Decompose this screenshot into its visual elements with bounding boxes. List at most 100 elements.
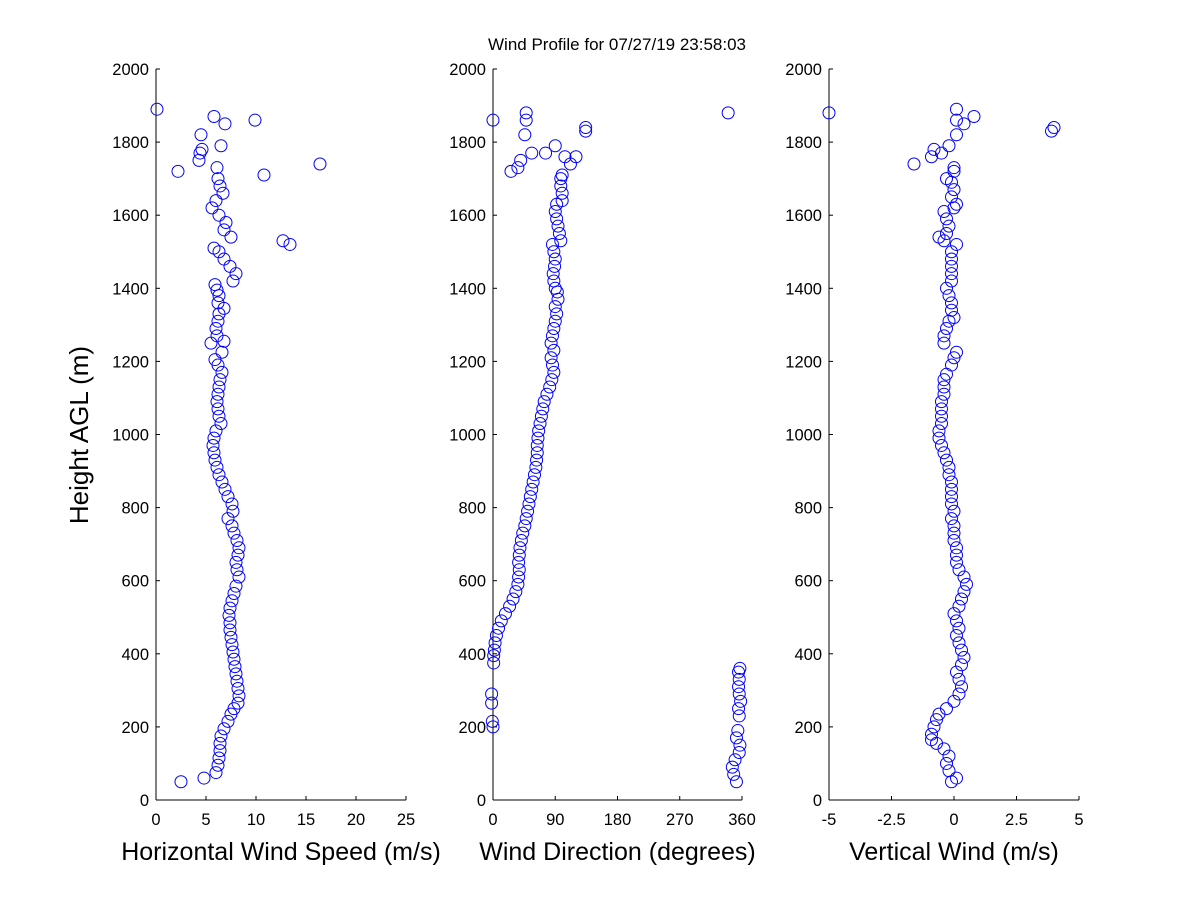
data-point (935, 438, 948, 452)
data-point (725, 760, 739, 774)
data-point (210, 283, 224, 297)
data-point (232, 689, 246, 703)
data-point (947, 311, 961, 325)
data-point (197, 771, 211, 785)
data-point (545, 358, 559, 372)
data-point (947, 164, 961, 178)
data-point (950, 113, 963, 127)
data-point (945, 267, 958, 281)
data-point (487, 643, 501, 657)
x-tick-label: 5 (201, 811, 210, 829)
data-point (955, 592, 968, 606)
data-point (222, 608, 236, 622)
y-tick-label: 0 (813, 792, 822, 810)
data-point (947, 161, 961, 175)
data-point (223, 623, 237, 637)
data-point (223, 601, 237, 615)
data-point (545, 373, 559, 387)
data-point (211, 296, 225, 310)
data-point (940, 281, 953, 295)
data-point (550, 212, 564, 226)
data-point (228, 660, 242, 674)
y-tick-label: 2000 (449, 61, 486, 79)
data-point (945, 252, 958, 266)
data-point (215, 365, 229, 379)
data-point (547, 245, 561, 259)
data-point (547, 365, 561, 379)
data-point (942, 468, 956, 482)
data-point (221, 714, 235, 728)
data-point (721, 106, 735, 120)
data-point (947, 351, 961, 365)
data-point (937, 380, 951, 394)
data-point (950, 665, 963, 679)
data-point (212, 380, 226, 394)
x-tick-label: 20 (347, 811, 365, 829)
y-tick-label: 1800 (785, 134, 822, 152)
data-point (950, 102, 963, 116)
data-point (940, 756, 953, 770)
data-point (729, 775, 743, 789)
data-point (927, 142, 941, 156)
data-point (550, 307, 564, 321)
data-point (231, 548, 245, 562)
y-tick-label: 1400 (112, 280, 149, 298)
panel-1: 0 200 400 600 800 1000 1200 1400 1600 1800 2000 0 5 1… (112, 61, 441, 866)
data-point (534, 409, 548, 423)
data-point (230, 533, 244, 547)
data-point (214, 729, 228, 743)
data-point (940, 212, 953, 226)
data-point (555, 194, 569, 208)
data-point (945, 475, 958, 489)
y-tick-label: 0 (140, 792, 149, 810)
data-point (732, 709, 746, 723)
data-point (212, 409, 226, 423)
data-point (512, 570, 526, 584)
data-point (226, 504, 240, 518)
data-point (230, 563, 244, 577)
y-tick-label: 600 (121, 573, 149, 591)
y-tick-label: 800 (121, 500, 149, 518)
data-point (207, 446, 221, 460)
data-point (208, 278, 222, 292)
y-tick-label: 600 (458, 573, 486, 591)
x-axis-label: Wind Direction (degrees) (479, 838, 756, 866)
y-tick-label: 2000 (112, 61, 149, 79)
data-point (532, 424, 546, 438)
data-point (218, 117, 232, 131)
data-point (208, 353, 222, 367)
data-point (1047, 120, 1061, 134)
data-point (488, 636, 502, 650)
data-point (540, 387, 554, 401)
data-point (547, 274, 561, 288)
data-point (194, 128, 208, 142)
data-point (967, 110, 981, 124)
x-tick-label: 0 (151, 811, 160, 829)
data-point (935, 417, 948, 431)
data-point (193, 146, 207, 160)
data-point (206, 438, 220, 452)
y-axis-label: Height AGL (m) (64, 346, 94, 524)
y-tick-label: 1600 (449, 207, 486, 225)
data-point (548, 205, 562, 219)
data-point (207, 110, 221, 124)
data-point (248, 113, 262, 127)
data-point (512, 555, 526, 569)
data-point (227, 586, 241, 600)
data-point (283, 237, 297, 251)
data-point (229, 667, 243, 681)
data-point (217, 722, 231, 736)
data-point (548, 252, 562, 266)
data-point (548, 281, 562, 295)
data-point (219, 216, 233, 230)
data-point (947, 183, 961, 197)
data-point (546, 267, 560, 281)
data-point (224, 230, 238, 244)
data-point (214, 417, 228, 431)
data-point (514, 533, 528, 547)
data-point (211, 387, 225, 401)
data-point (213, 373, 227, 387)
data-point (213, 736, 227, 750)
data-point (207, 431, 221, 445)
